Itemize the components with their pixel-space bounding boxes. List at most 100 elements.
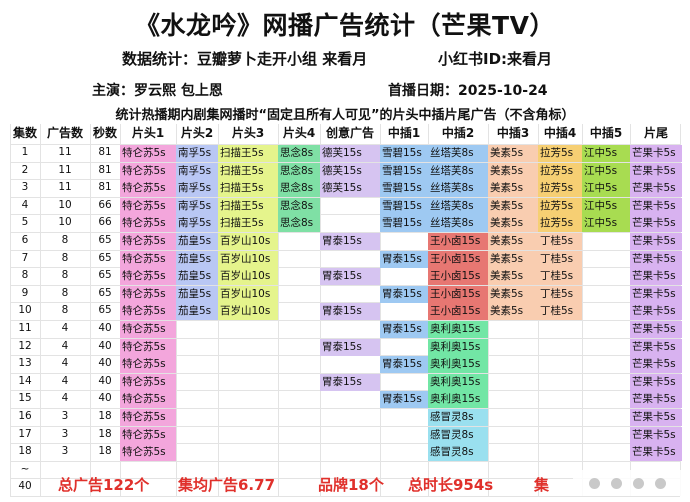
grid-line (10, 285, 680, 286)
ad-cell-pt4: 思念8s (278, 179, 320, 197)
ad-cell-end: 芒果卡5s (630, 267, 682, 285)
ad-cell-creative (320, 427, 380, 444)
episode-number: ~ (20, 463, 30, 475)
column-header-creative: 创意广告 (325, 126, 374, 140)
ad-cell-mid1 (380, 444, 428, 461)
grid-line (10, 250, 680, 251)
ad-cell-mid5 (582, 286, 630, 303)
episode-number: 1 (21, 146, 29, 158)
ad-cell-mid2: 丝塔芙8s (428, 162, 488, 180)
ad-cell-pt2 (176, 374, 218, 391)
ad-cell-mid3 (488, 321, 538, 338)
grid-line (10, 124, 11, 496)
ad-cell-end: 芒果卡5s (630, 320, 682, 338)
grid-line (380, 124, 381, 496)
ad-cell-pt4 (278, 303, 320, 320)
ad-cell-end: 芒果卡5s (630, 214, 682, 232)
ad-cell-end: 芒果卡5s (630, 408, 682, 426)
column-header-pt2: 片头2 (180, 126, 214, 140)
ad-cell-pt3: 百岁山10s (218, 302, 278, 320)
ad-cell-end: 芒果卡5s (630, 144, 682, 162)
ad-cell-mid1: 雪碧15s (380, 179, 428, 197)
ad-cell-pt2 (176, 427, 218, 444)
grid-line (10, 197, 680, 198)
grid-line (10, 496, 680, 497)
total-ads: 总广告122个 (58, 476, 150, 494)
ad-cell-mid3: 美素5s (488, 179, 538, 197)
ad-cell-pt4 (278, 427, 320, 444)
ad-cell-pt3: 扫描王5s (218, 214, 278, 232)
brand-count: 品牌18个 (318, 476, 384, 494)
ad-cell-pt2 (176, 321, 218, 338)
ad-cell-mid1 (380, 409, 428, 426)
ad-seconds: 81 (98, 181, 112, 193)
ad-seconds: 18 (98, 428, 112, 440)
grid-line (10, 390, 680, 391)
ad-cell-pt1: 特仑苏5s (120, 390, 176, 408)
grid-line (90, 124, 91, 496)
ad-cell-pt1: 特仑苏5s (120, 267, 176, 285)
ad-cell-pt2 (176, 444, 218, 461)
ad-cell-mid5 (582, 427, 630, 444)
info-line-1: 数据统计：豆瓣萝卜走开小组 来看月 小红书ID:来看月 (0, 44, 690, 70)
ad-cell-pt3 (218, 444, 278, 461)
episode-number: 16 (18, 410, 32, 422)
grid-line (10, 461, 680, 462)
ad-cell-mid4: 丁桂5s (538, 250, 582, 268)
page-title: 《水龙吟》网播广告统计（芒果TV） (135, 11, 555, 40)
episode-number: 9 (21, 287, 29, 299)
ad-cell-mid1: 胃泰15s (380, 390, 428, 408)
ad-cell-mid1: 胃泰15s (380, 320, 428, 338)
ad-count: 10 (58, 216, 72, 228)
ad-cell-mid1: 胃泰15s (380, 355, 428, 373)
ad-cell-pt1: 特仑苏5s (120, 338, 176, 356)
ad-cell-mid1: 雪碧15s (380, 144, 428, 162)
ad-cell-pt1: 特仑苏5s (120, 426, 176, 444)
ad-seconds: 40 (98, 357, 112, 369)
ad-count: 8 (61, 304, 69, 316)
ad-cell-pt1: 特仑苏5s (120, 162, 176, 180)
stats-note: 统计热播期内剧集网播时“固定且所有人可见”的片头中插片尾广告（不含角标） (115, 108, 575, 123)
ad-cell-pt3: 扫描王5s (218, 179, 278, 197)
column-header-ep: 集数 (12, 126, 37, 140)
ad-cell-end: 芒果卡5s (630, 390, 682, 408)
grid-line (10, 408, 680, 409)
ad-cell-mid2: 奥利奥15s (428, 390, 488, 408)
ad-cell-pt3: 扫描王5s (218, 144, 278, 162)
ad-cell-mid1: 雪碧15s (380, 214, 428, 232)
episode-number: 3 (21, 181, 29, 193)
ad-cell-pt4 (278, 251, 320, 268)
ad-cell-mid5 (582, 444, 630, 461)
ad-cell-pt4 (278, 233, 320, 250)
ad-cell-mid3: 美素5s (488, 285, 538, 303)
ad-cell-pt2: 茄皇5s (176, 302, 218, 320)
ad-cell-pt2 (176, 339, 218, 356)
ad-cell-mid2: 王小卤15s (428, 267, 488, 285)
ad-cell-mid2: 丝塔芙8s (428, 179, 488, 197)
ad-cell-mid5: 江中5s (582, 214, 630, 232)
ad-cell-mid4 (538, 339, 582, 356)
episode-number: 7 (21, 252, 29, 264)
ad-count: 4 (61, 322, 69, 334)
ad-cell-mid5 (582, 251, 630, 268)
total-duration: 总时长954s (408, 476, 494, 494)
ad-cell-creative: 胃泰15s (320, 302, 380, 320)
ad-cell-pt2: 南孚5s (176, 179, 218, 197)
ad-cell-pt1: 特仑苏5s (120, 179, 176, 197)
column-header-end: 片尾 (643, 126, 668, 140)
ad-cell-end: 芒果卡5s (630, 338, 682, 356)
ad-cell-pt3: 扫描王5s (218, 197, 278, 215)
ad-cell-mid3 (488, 374, 538, 391)
ad-cell-mid2: 奥利奥15s (428, 338, 488, 356)
ad-cell-creative (320, 286, 380, 303)
ad-cell-mid2: 王小卤15s (428, 302, 488, 320)
ad-cell-mid4: 拉芳5s (538, 162, 582, 180)
footer-trailing: 集 (534, 476, 550, 494)
column-header-mid4: 中插4 (543, 126, 577, 140)
xhs-id-label: 小红书ID:来看月 (438, 50, 553, 68)
ad-cell-mid5 (582, 303, 630, 320)
ad-cell-mid1 (380, 268, 428, 285)
ad-seconds: 65 (98, 287, 112, 299)
ad-cell-mid2: 王小卤15s (428, 232, 488, 250)
ad-cell-mid3: 美素5s (488, 197, 538, 215)
